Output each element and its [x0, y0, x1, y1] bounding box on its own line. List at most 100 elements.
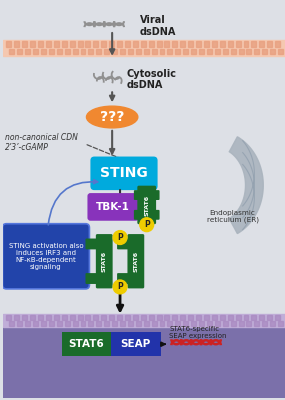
Bar [247, 322, 251, 326]
Bar [17, 49, 22, 54]
Bar [109, 41, 114, 47]
Bar [251, 314, 256, 320]
Bar [243, 314, 249, 320]
Bar [46, 41, 51, 47]
Text: STING activation also
induces IRF3 and
NF-κB-dependent
signaling: STING activation also induces IRF3 and N… [9, 243, 83, 270]
Bar [93, 41, 98, 47]
Bar [38, 314, 43, 320]
Bar [54, 314, 59, 320]
Bar [86, 41, 90, 47]
Bar [149, 41, 154, 47]
Bar [247, 49, 251, 54]
FancyBboxPatch shape [117, 273, 141, 284]
Text: P: P [117, 233, 123, 242]
Bar [57, 322, 62, 326]
Bar [215, 322, 220, 326]
Bar [101, 41, 106, 47]
Bar [144, 322, 149, 326]
Bar [112, 49, 117, 54]
Bar [109, 314, 114, 320]
Bar [88, 49, 93, 54]
Bar [7, 314, 11, 320]
Bar [255, 49, 259, 54]
Bar [9, 49, 14, 54]
Bar [3, 2, 285, 316]
Circle shape [113, 231, 127, 244]
FancyBboxPatch shape [117, 238, 141, 249]
Bar [65, 49, 70, 54]
Bar [152, 322, 156, 326]
Bar [46, 314, 51, 320]
Bar [278, 49, 283, 54]
Bar [180, 41, 185, 47]
FancyBboxPatch shape [90, 156, 158, 190]
Bar [7, 41, 11, 47]
Bar [117, 41, 122, 47]
Text: STAT6: STAT6 [144, 194, 149, 216]
FancyBboxPatch shape [127, 234, 144, 288]
Bar [156, 41, 162, 47]
Bar [220, 314, 225, 320]
Bar [255, 322, 259, 326]
Bar [239, 49, 243, 54]
Bar [112, 322, 117, 326]
Text: TBK-1: TBK-1 [96, 202, 130, 212]
Bar [188, 41, 193, 47]
Bar [49, 322, 54, 326]
FancyBboxPatch shape [134, 190, 160, 200]
Bar [212, 41, 217, 47]
Bar [212, 314, 217, 320]
Text: P: P [117, 282, 123, 292]
Ellipse shape [86, 106, 138, 128]
Bar [101, 314, 106, 320]
FancyBboxPatch shape [111, 332, 160, 356]
Bar [164, 314, 170, 320]
Bar [172, 314, 177, 320]
Bar [204, 41, 209, 47]
Bar [267, 314, 272, 320]
Bar [160, 49, 164, 54]
Bar [251, 41, 256, 47]
Bar [175, 49, 180, 54]
Bar [125, 41, 130, 47]
Bar [188, 314, 193, 320]
Bar [25, 49, 30, 54]
Bar [180, 314, 185, 320]
Bar [14, 41, 19, 47]
Bar [41, 322, 46, 326]
Bar [168, 322, 172, 326]
Bar [164, 41, 170, 47]
Bar [168, 49, 172, 54]
Bar [220, 41, 225, 47]
Bar [172, 41, 177, 47]
Bar [104, 49, 109, 54]
FancyBboxPatch shape [87, 193, 139, 221]
Bar [207, 322, 212, 326]
Text: ???: ??? [100, 110, 124, 124]
Bar [41, 49, 46, 54]
Bar [191, 322, 196, 326]
Text: Cytosolic
dsDNA: Cytosolic dsDNA [127, 69, 177, 90]
Bar [267, 41, 272, 47]
Circle shape [113, 280, 127, 294]
Bar [243, 41, 249, 47]
Bar [259, 41, 264, 47]
Bar [73, 49, 78, 54]
Bar [191, 49, 196, 54]
Bar [38, 41, 43, 47]
Bar [128, 322, 133, 326]
FancyBboxPatch shape [96, 234, 113, 288]
Text: STAT6: STAT6 [133, 251, 138, 272]
Bar [62, 314, 67, 320]
Bar [65, 322, 70, 326]
FancyBboxPatch shape [86, 238, 109, 249]
Bar [30, 41, 35, 47]
Text: STAT6-specific
SEAP expression: STAT6-specific SEAP expression [170, 326, 227, 340]
Bar [54, 41, 59, 47]
Bar [175, 322, 180, 326]
Bar [120, 49, 125, 54]
Bar [144, 49, 149, 54]
Bar [141, 41, 146, 47]
Bar [86, 314, 90, 320]
Bar [215, 49, 220, 54]
